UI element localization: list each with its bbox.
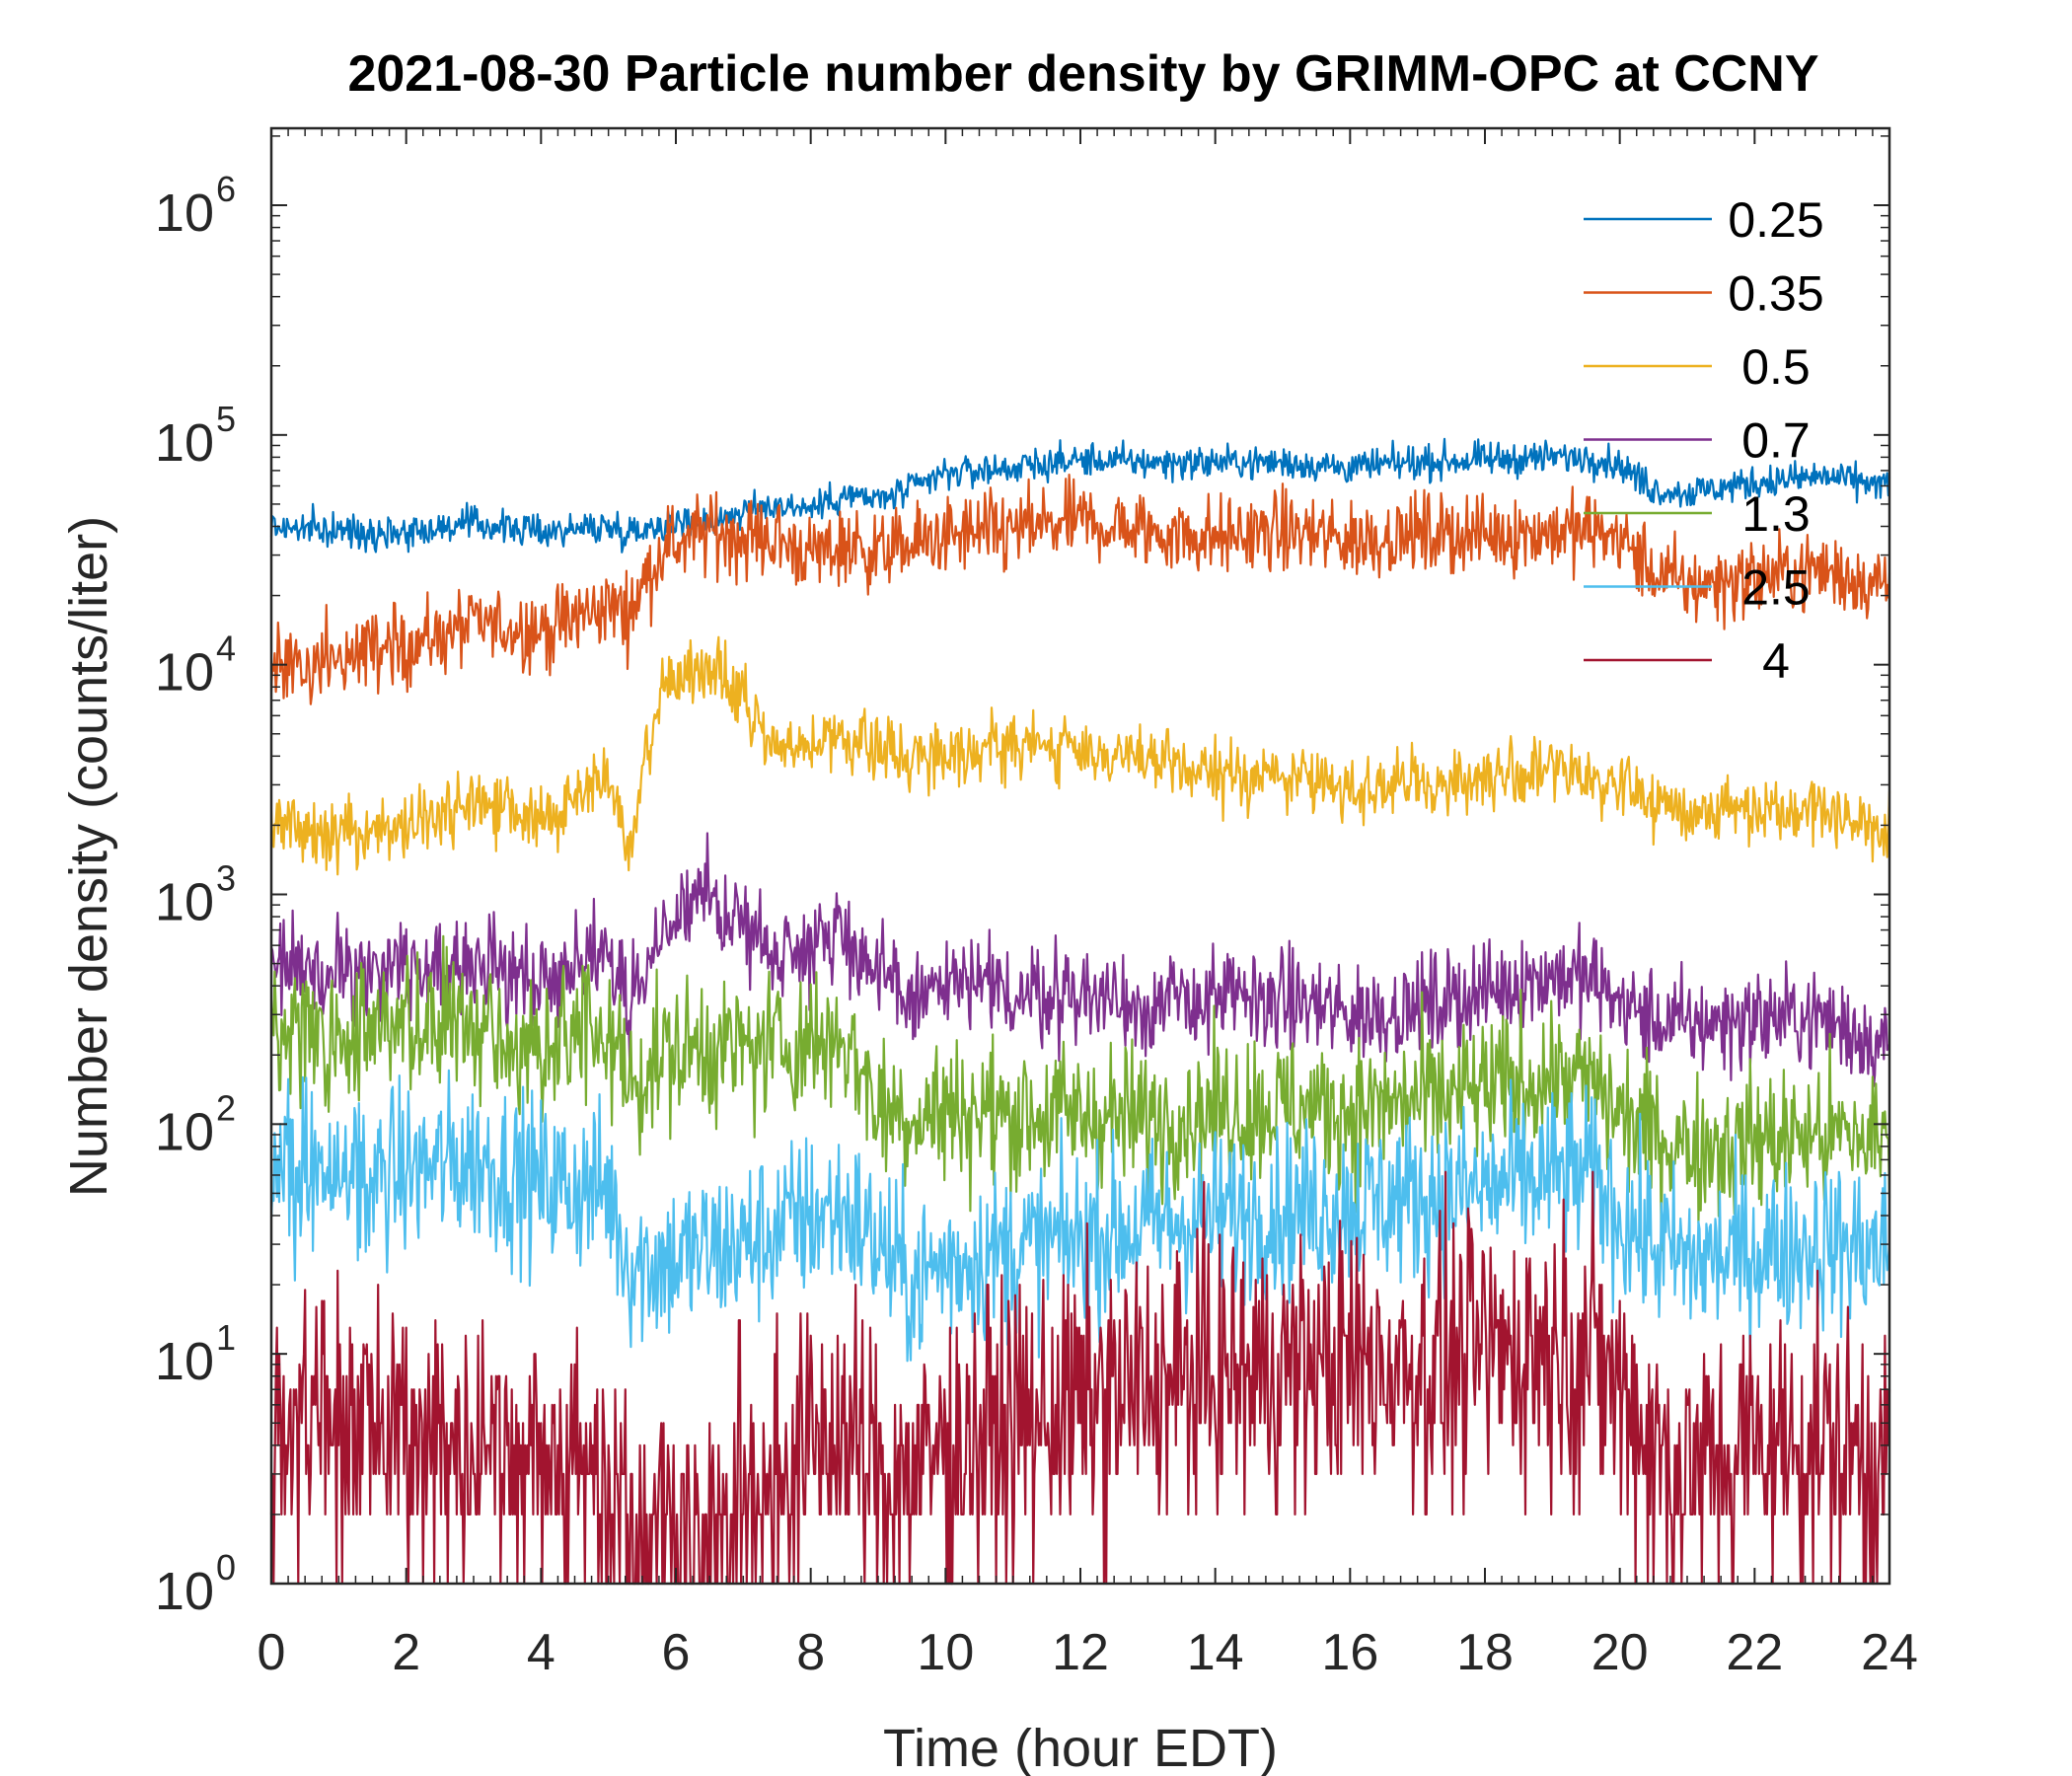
x-tick-labels: 0 2 4 6 8 10 12 14 16 18 20 22 24	[258, 1624, 1918, 1681]
legend-label-4: 4	[1762, 633, 1790, 689]
x-tick-label: 18	[1456, 1624, 1514, 1681]
series-line-0-35	[269, 474, 1891, 705]
x-tick-label: 6	[662, 1624, 691, 1681]
y-tick-label-exponent: 3	[216, 858, 236, 899]
y-tick-label: 10	[155, 643, 214, 703]
x-tick-label: 24	[1861, 1624, 1918, 1681]
x-tick-label: 0	[258, 1624, 286, 1681]
y-axis-title: Number density (counts/liter)	[59, 516, 118, 1197]
series-line-0-25	[269, 437, 1891, 554]
y-tick-label-exponent: 1	[216, 1317, 236, 1358]
series-line-4	[269, 1170, 1891, 1586]
x-tick-label: 16	[1321, 1624, 1378, 1681]
legend: 0.25 0.35 0.5 0.7 1.3 2.5 4	[1584, 192, 1824, 689]
y-tick-label: 10	[155, 1562, 214, 1621]
y-tick-label: 10	[155, 1332, 214, 1391]
chart-title: 2021-08-30 Particle number density by GR…	[347, 45, 1818, 103]
legend-label-2-5: 2.5	[1741, 560, 1811, 616]
y-tick-label: 10	[155, 1102, 214, 1161]
x-tick-label: 22	[1726, 1624, 1783, 1681]
legend-label-1-3: 1.3	[1741, 486, 1811, 542]
y-tick-label: 10	[155, 184, 214, 243]
x-tick-label: 10	[917, 1624, 974, 1681]
y-tick-label: 10	[155, 413, 214, 473]
x-tick-label: 8	[796, 1624, 825, 1681]
x-tick-label: 20	[1591, 1624, 1649, 1681]
series-line-0-7	[269, 832, 1891, 1088]
series-line-2-5	[269, 1069, 1891, 1368]
y-tick-label-exponent: 4	[216, 629, 236, 669]
y-tick-label-exponent: 2	[216, 1087, 236, 1128]
y-tick-label-exponent: 6	[216, 169, 236, 209]
x-tick-label: 12	[1052, 1624, 1109, 1681]
x-tick-label: 4	[527, 1624, 555, 1681]
x-tick-label: 14	[1187, 1624, 1244, 1681]
y-tick-label-exponent: 0	[216, 1547, 236, 1588]
legend-label-0-7: 0.7	[1741, 413, 1811, 469]
y-tick-label-exponent: 5	[216, 399, 236, 439]
series-layer	[269, 437, 1891, 1586]
y-tick-label: 10	[155, 873, 214, 932]
ticks-layer	[270, 128, 1890, 1585]
series-line-0-5	[269, 635, 1891, 876]
legend-label-0-25: 0.25	[1728, 192, 1823, 248]
series-line-1-3	[269, 934, 1891, 1252]
legend-label-0-5: 0.5	[1741, 339, 1811, 395]
x-tick-label: 2	[392, 1624, 420, 1681]
x-axis-title: Time (hour EDT)	[883, 1719, 1278, 1776]
legend-label-0-35: 0.35	[1728, 266, 1823, 322]
